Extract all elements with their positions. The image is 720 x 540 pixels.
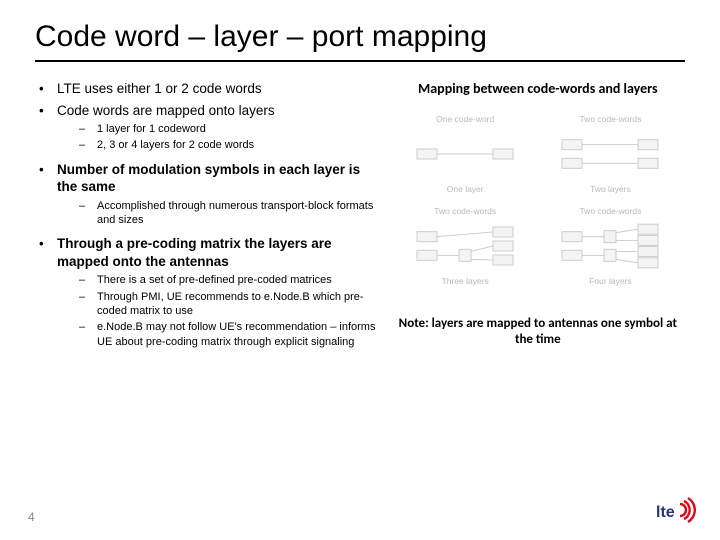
bullet-item: Number of modulation symbols in each lay…: [35, 161, 381, 228]
left-column: LTE uses either 1 or 2 code words Code wo…: [35, 80, 381, 357]
sub-item: 1 layer for 1 codeword: [57, 122, 381, 136]
diagram-caption-bottom: One layer: [393, 184, 538, 194]
slide-title: Code word – layer – port mapping: [35, 20, 685, 54]
page-number: 4: [28, 510, 35, 524]
right-column: Mapping between code-words and layers On…: [391, 80, 685, 357]
diagram-row: Two code-wordsThree layersTwo code-words…: [393, 206, 683, 286]
bullet-text: LTE uses either 1 or 2 code words: [57, 81, 262, 96]
title-rule: [35, 60, 685, 62]
sub-item: 2, 3 or 4 layers for 2 code words: [57, 138, 381, 152]
diagram-caption-bottom: Two layers: [538, 184, 683, 194]
sub-list: Accomplished through numerous transport-…: [57, 199, 381, 228]
diagram-caption-bottom: Three layers: [393, 276, 538, 286]
diagram-cell: Two code-words Four layers: [538, 206, 683, 286]
mapping-diagram: [550, 126, 670, 182]
sub-list: 1 layer for 1 codeword 2, 3 or 4 layers f…: [57, 122, 381, 153]
bullet-text: Number of modulation symbols in each lay…: [57, 162, 360, 195]
diagram-caption-top: One code-word: [393, 114, 538, 124]
bullet-text: Through a pre-coding matrix the layers a…: [57, 236, 332, 269]
right-note: Note: layers are mapped to antennas one …: [391, 316, 685, 349]
sub-item: Accomplished through numerous transport-…: [57, 199, 381, 228]
svg-text:lte: lte: [656, 504, 675, 521]
diagram-caption-top: Two code-words: [538, 114, 683, 124]
bullet-item: Through a pre-coding matrix the layers a…: [35, 235, 381, 349]
diagram-cell: Two code-words Three layers: [393, 206, 538, 286]
mapping-diagram: [550, 218, 670, 274]
diagram-area: One code-wordOne layerTwo code-wordsTwo …: [391, 106, 685, 302]
diagram-cell: Two code-words Two layers: [538, 114, 683, 194]
bullet-item: LTE uses either 1 or 2 code words: [35, 80, 381, 98]
right-heading: Mapping between code-words and layers: [391, 80, 685, 98]
sub-item: Through PMI, UE recommends to e.Node.B w…: [57, 290, 381, 319]
diagram-caption-top: Two code-words: [393, 206, 538, 216]
sub-item: There is a set of pre-defined pre-coded …: [57, 273, 381, 287]
lte-logo: lte: [654, 497, 700, 528]
mapping-diagram: [405, 218, 525, 274]
mapping-diagram: [405, 126, 525, 182]
diagram-cell: One code-word One layer: [393, 114, 538, 194]
bullet-text: Code words are mapped onto layers: [57, 103, 275, 118]
diagram-caption-top: Two code-words: [538, 206, 683, 216]
diagram-row: One code-wordOne layerTwo code-wordsTwo …: [393, 114, 683, 194]
bullet-list: LTE uses either 1 or 2 code words Code wo…: [35, 80, 381, 349]
sub-item: e.Node.B may not follow UE's recommendat…: [57, 320, 381, 349]
diagram-caption-bottom: Four layers: [538, 276, 683, 286]
bullet-item: Code words are mapped onto layers 1 layer…: [35, 102, 381, 153]
sub-list: There is a set of pre-defined pre-coded …: [57, 273, 381, 348]
